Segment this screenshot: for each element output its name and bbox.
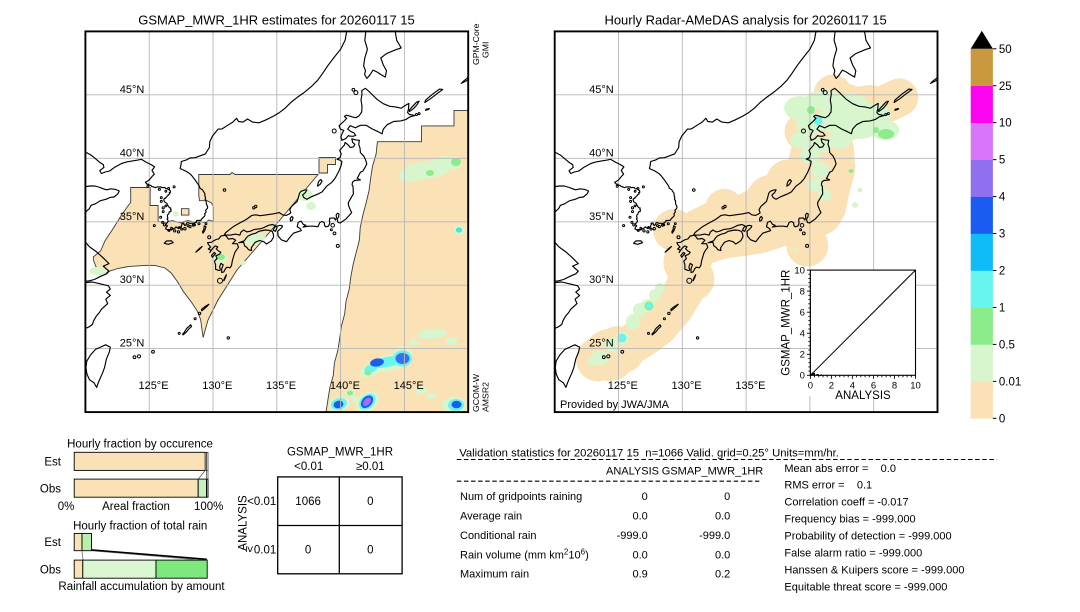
svg-text:130°E: 130°E <box>202 380 232 392</box>
svg-text:10: 10 <box>794 265 805 276</box>
svg-text:45°N: 45°N <box>589 84 614 96</box>
svg-text:GSMAP_MWR_1HR: GSMAP_MWR_1HR <box>287 447 393 459</box>
svg-text:Num of gridpoints raining: Num of gridpoints raining <box>460 491 582 503</box>
svg-text:125°E: 125°E <box>138 380 168 392</box>
svg-text:10: 10 <box>999 118 1012 130</box>
svg-text:2: 2 <box>999 266 1005 278</box>
svg-text:30°N: 30°N <box>589 274 614 286</box>
svg-text:GSMAP_MWR_1HR: GSMAP_MWR_1HR <box>781 270 793 376</box>
svg-text:GCOM-W: GCOM-W <box>471 373 481 412</box>
svg-text:Correlation coeff = -0.017: Correlation coeff = -0.017 <box>784 497 908 509</box>
svg-text:Obs: Obs <box>40 483 61 495</box>
svg-text:GMI: GMI <box>481 42 491 58</box>
svg-text:35°N: 35°N <box>120 211 145 223</box>
svg-text:5: 5 <box>999 155 1005 167</box>
svg-text:3: 3 <box>999 229 1005 241</box>
svg-text:40°N: 40°N <box>589 147 614 159</box>
svg-text:GSMAP_MWR_1HR: GSMAP_MWR_1HR <box>662 466 764 478</box>
svg-text:0: 0 <box>808 380 813 391</box>
svg-text:Est: Est <box>44 457 61 469</box>
svg-text:Obs: Obs <box>40 564 61 576</box>
svg-text:0: 0 <box>724 491 730 503</box>
svg-text:Frequency bias = -999.000: Frequency bias = -999.000 <box>784 514 915 526</box>
svg-text:0: 0 <box>305 545 311 557</box>
svg-text:≥0.01: ≥0.01 <box>356 461 385 473</box>
svg-text:Hourly fraction by occurence: Hourly fraction by occurence <box>67 439 213 451</box>
svg-text:Mean abs error = 0.0: Mean abs error = 0.0 <box>784 463 896 475</box>
svg-text:Average rain: Average rain <box>460 510 522 522</box>
svg-text:0: 0 <box>642 491 648 503</box>
svg-text:2: 2 <box>800 350 805 361</box>
svg-text:ANALYSIS: ANALYSIS <box>606 466 659 478</box>
svg-text:140°E: 140°E <box>330 380 360 392</box>
svg-text:≥: ≥ <box>243 546 255 552</box>
svg-text:100%: 100% <box>194 501 223 513</box>
svg-text:40°N: 40°N <box>120 147 145 159</box>
svg-text:8: 8 <box>800 286 805 297</box>
svg-text:ANALYSIS: ANALYSIS <box>238 495 250 551</box>
svg-text:AMSR2: AMSR2 <box>481 382 491 412</box>
svg-text:145°E: 145°E <box>394 380 424 392</box>
svg-text:6: 6 <box>800 308 805 319</box>
svg-text:135°E: 135°E <box>266 380 296 392</box>
svg-text:False alarm ratio = -999.000: False alarm ratio = -999.000 <box>784 548 922 560</box>
svg-text:0.0: 0.0 <box>715 550 730 562</box>
svg-text:<0.01: <0.01 <box>247 496 276 508</box>
svg-text:Hourly Radar-AMeDAS analysis f: Hourly Radar-AMeDAS analysis for 2026011… <box>604 13 886 28</box>
svg-text:0: 0 <box>367 545 373 557</box>
svg-text:6: 6 <box>871 380 876 391</box>
svg-text:0.0: 0.0 <box>633 550 648 562</box>
svg-text:10: 10 <box>910 380 921 391</box>
svg-text:<0.01: <0.01 <box>294 461 323 473</box>
svg-text:Provided by JWA/JMA: Provided by JWA/JMA <box>560 399 670 411</box>
svg-text:GPM-Core: GPM-Core <box>471 23 481 65</box>
svg-text:4: 4 <box>800 329 805 340</box>
svg-text:Conditional rain: Conditional rain <box>460 530 536 542</box>
svg-text:1066: 1066 <box>295 496 321 508</box>
svg-text:0.01: 0.01 <box>999 376 1021 388</box>
svg-text:Rainfall accumulation by amoun: Rainfall accumulation by amount <box>58 581 225 593</box>
svg-text:0: 0 <box>367 496 373 508</box>
svg-text:Maximum rain: Maximum rain <box>460 569 529 581</box>
svg-text:-999.0: -999.0 <box>617 530 648 542</box>
svg-text:125°E: 125°E <box>608 380 638 392</box>
svg-text:0.2: 0.2 <box>715 569 730 581</box>
svg-text:1: 1 <box>999 302 1005 314</box>
svg-text:0.0: 0.0 <box>715 510 730 522</box>
svg-text:-999.0: -999.0 <box>699 530 730 542</box>
svg-text:8: 8 <box>892 380 897 391</box>
svg-text:0: 0 <box>800 371 805 382</box>
svg-text:135°E: 135°E <box>735 380 765 392</box>
svg-text:130°E: 130°E <box>672 380 702 392</box>
svg-text:25°N: 25°N <box>120 338 145 350</box>
svg-text:50: 50 <box>999 44 1012 56</box>
svg-text:45°N: 45°N <box>120 84 145 96</box>
svg-text:25: 25 <box>999 81 1012 93</box>
svg-text:RMS error = 0.1: RMS error = 0.1 <box>784 480 872 492</box>
svg-text:Hanssen & Kuipers score = -999: Hanssen & Kuipers score = -999.000 <box>784 564 964 576</box>
svg-text:Areal fraction: Areal fraction <box>102 501 170 513</box>
svg-text:GSMAP_MWR_1HR estimates for 20: GSMAP_MWR_1HR estimates for 20260117 15 <box>138 13 415 28</box>
svg-text:0.5: 0.5 <box>999 339 1015 351</box>
svg-text:30°N: 30°N <box>120 274 145 286</box>
svg-text:Est: Est <box>44 537 61 549</box>
svg-text:Validation statistics for 2026: Validation statistics for 20260117 15 n=… <box>459 448 839 460</box>
svg-text:Hourly fraction of total rain: Hourly fraction of total rain <box>73 521 207 533</box>
svg-text:0.0: 0.0 <box>633 510 648 522</box>
svg-text:4: 4 <box>999 192 1006 204</box>
svg-text:35°N: 35°N <box>589 211 614 223</box>
svg-text:0.9: 0.9 <box>633 569 648 581</box>
svg-text:25°N: 25°N <box>589 338 614 350</box>
svg-text:0.01: 0.01 <box>254 545 276 557</box>
svg-text:Rain volume (mm km2106): Rain volume (mm km2106) <box>460 548 589 562</box>
svg-text:Equitable threat score = -999.: Equitable threat score = -999.000 <box>784 581 947 593</box>
svg-text:Probability of detection = -99: Probability of detection = -999.000 <box>784 531 951 543</box>
svg-text:2: 2 <box>829 380 834 391</box>
svg-text:ANALYSIS: ANALYSIS <box>835 390 891 402</box>
svg-text:4: 4 <box>850 380 855 391</box>
svg-text:0%: 0% <box>58 501 75 513</box>
svg-text:0: 0 <box>999 413 1005 425</box>
